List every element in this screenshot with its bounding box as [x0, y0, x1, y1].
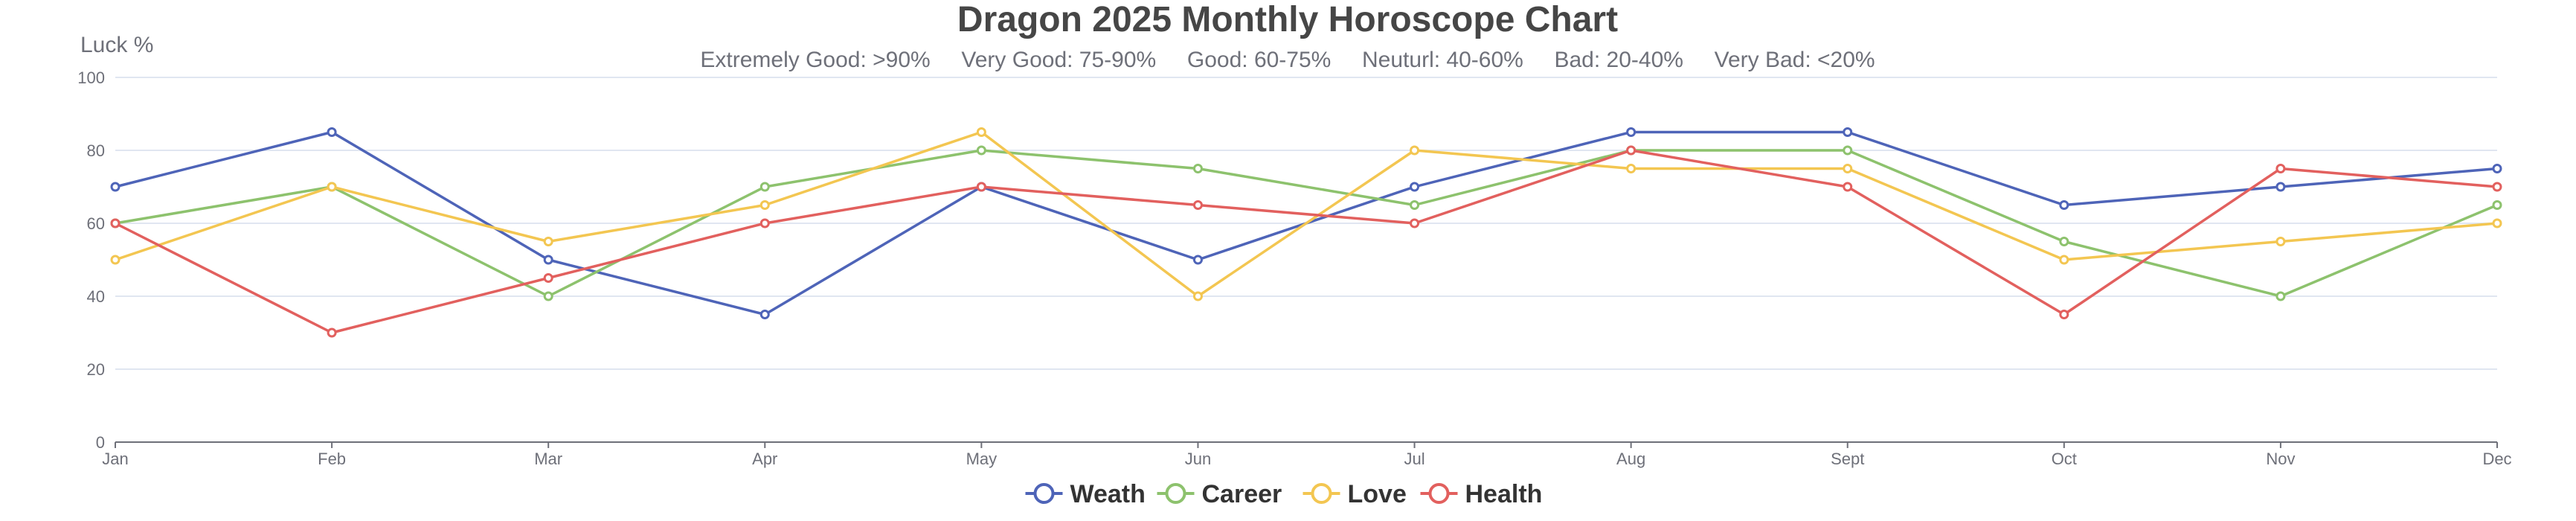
- data-point[interactable]: [759, 310, 770, 319]
- data-point[interactable]: [327, 127, 337, 137]
- legend-label: Career: [1202, 480, 1282, 508]
- legend[interactable]: Weath Career Love Health: [1025, 480, 1543, 508]
- data-point[interactable]: [1410, 218, 1420, 228]
- data-point[interactable]: [976, 182, 986, 192]
- data-point[interactable]: [2275, 182, 2286, 192]
- x-tick-label: Mar: [534, 450, 562, 468]
- legend-item-love[interactable]: Love: [1303, 480, 1407, 508]
- data-point[interactable]: [759, 218, 770, 228]
- data-point[interactable]: [2059, 237, 2069, 246]
- y-tick-label: 20: [87, 360, 105, 379]
- data-point[interactable]: [327, 327, 337, 338]
- x-tick-label: Dec: [2482, 450, 2511, 468]
- data-point[interactable]: [1626, 127, 1637, 137]
- legend-marker: [1033, 483, 1055, 504]
- series-line-career: [115, 149, 2498, 298]
- data-point[interactable]: [1410, 145, 1420, 156]
- chart-subtitle: Extremely Good: >90% Very Good: 75-90% G…: [700, 48, 1875, 72]
- series-love: [110, 127, 2502, 301]
- axis-layer: 0 20 40 60 80 100 Jan Feb Mar Apr May Jun Jul Aug Sept…: [77, 68, 2511, 468]
- legend-marker: [1428, 483, 1450, 504]
- y-tick-label: 100: [77, 68, 105, 87]
- legend-label: Weath: [1070, 480, 1146, 508]
- data-point[interactable]: [1410, 200, 1420, 210]
- x-tick-label: Oct: [2052, 450, 2077, 468]
- series-layer: [110, 127, 2502, 338]
- legend-item-weath[interactable]: Weath: [1025, 480, 1146, 508]
- data-point[interactable]: [543, 237, 553, 246]
- data-point[interactable]: [759, 182, 770, 192]
- data-point[interactable]: [976, 127, 986, 137]
- data-point[interactable]: [110, 182, 121, 192]
- data-point[interactable]: [2275, 164, 2286, 173]
- data-point[interactable]: [543, 291, 553, 301]
- data-point[interactable]: [1410, 182, 1420, 192]
- data-point[interactable]: [543, 273, 553, 283]
- data-point[interactable]: [1843, 182, 1853, 192]
- x-tick-label: Aug: [1616, 450, 1645, 468]
- data-point[interactable]: [327, 182, 337, 192]
- data-point[interactable]: [110, 255, 121, 265]
- data-point[interactable]: [2492, 218, 2502, 228]
- x-tick-label: Nov: [2266, 450, 2295, 468]
- x-tick-label: Feb: [318, 450, 346, 468]
- data-point[interactable]: [759, 200, 770, 210]
- chart-title: Dragon 2025 Monthly Horoscope Chart: [957, 0, 1618, 39]
- x-tick-label: Jun: [1185, 450, 1211, 468]
- series-health: [110, 145, 2502, 338]
- data-point[interactable]: [1192, 291, 1203, 301]
- y-tick-label: 60: [87, 214, 105, 233]
- data-point[interactable]: [2492, 200, 2502, 210]
- legend-marker: [1311, 483, 1332, 504]
- data-point[interactable]: [1626, 145, 1637, 156]
- data-point[interactable]: [2275, 237, 2286, 246]
- data-point[interactable]: [2059, 310, 2069, 319]
- data-point[interactable]: [2275, 291, 2286, 301]
- y-tick-label: 0: [96, 433, 105, 452]
- x-tick-label: Jan: [102, 450, 128, 468]
- data-point[interactable]: [2492, 164, 2502, 173]
- data-point[interactable]: [1626, 164, 1637, 173]
- data-point[interactable]: [2059, 200, 2069, 210]
- legend-marker: [1165, 483, 1186, 504]
- data-point[interactable]: [1192, 255, 1203, 265]
- data-point[interactable]: [1843, 145, 1853, 156]
- data-point[interactable]: [976, 145, 986, 156]
- legend-label: Love: [1348, 480, 1407, 508]
- data-point[interactable]: [543, 255, 553, 265]
- y-tick-label: 80: [87, 141, 105, 160]
- data-point[interactable]: [110, 218, 121, 228]
- data-point[interactable]: [1843, 127, 1853, 137]
- data-point[interactable]: [1192, 200, 1203, 210]
- legend-label: Health: [1465, 480, 1543, 508]
- legend-item-health[interactable]: Health: [1420, 480, 1543, 508]
- legend-item-career[interactable]: Career: [1157, 480, 1282, 508]
- x-tick-label: Sept: [1831, 450, 1864, 468]
- y-tick-label: 40: [87, 287, 105, 306]
- x-tick-label: May: [966, 450, 998, 468]
- data-point[interactable]: [1192, 164, 1203, 173]
- y-axis-label: Luck %: [80, 33, 153, 57]
- x-tick-label: Jul: [1404, 450, 1424, 468]
- data-point[interactable]: [1843, 164, 1853, 173]
- x-tick-label: Apr: [752, 450, 777, 468]
- data-point[interactable]: [2492, 182, 2502, 192]
- data-point[interactable]: [2059, 255, 2069, 265]
- series-line-love: [115, 130, 2498, 298]
- series-line-health: [115, 149, 2498, 334]
